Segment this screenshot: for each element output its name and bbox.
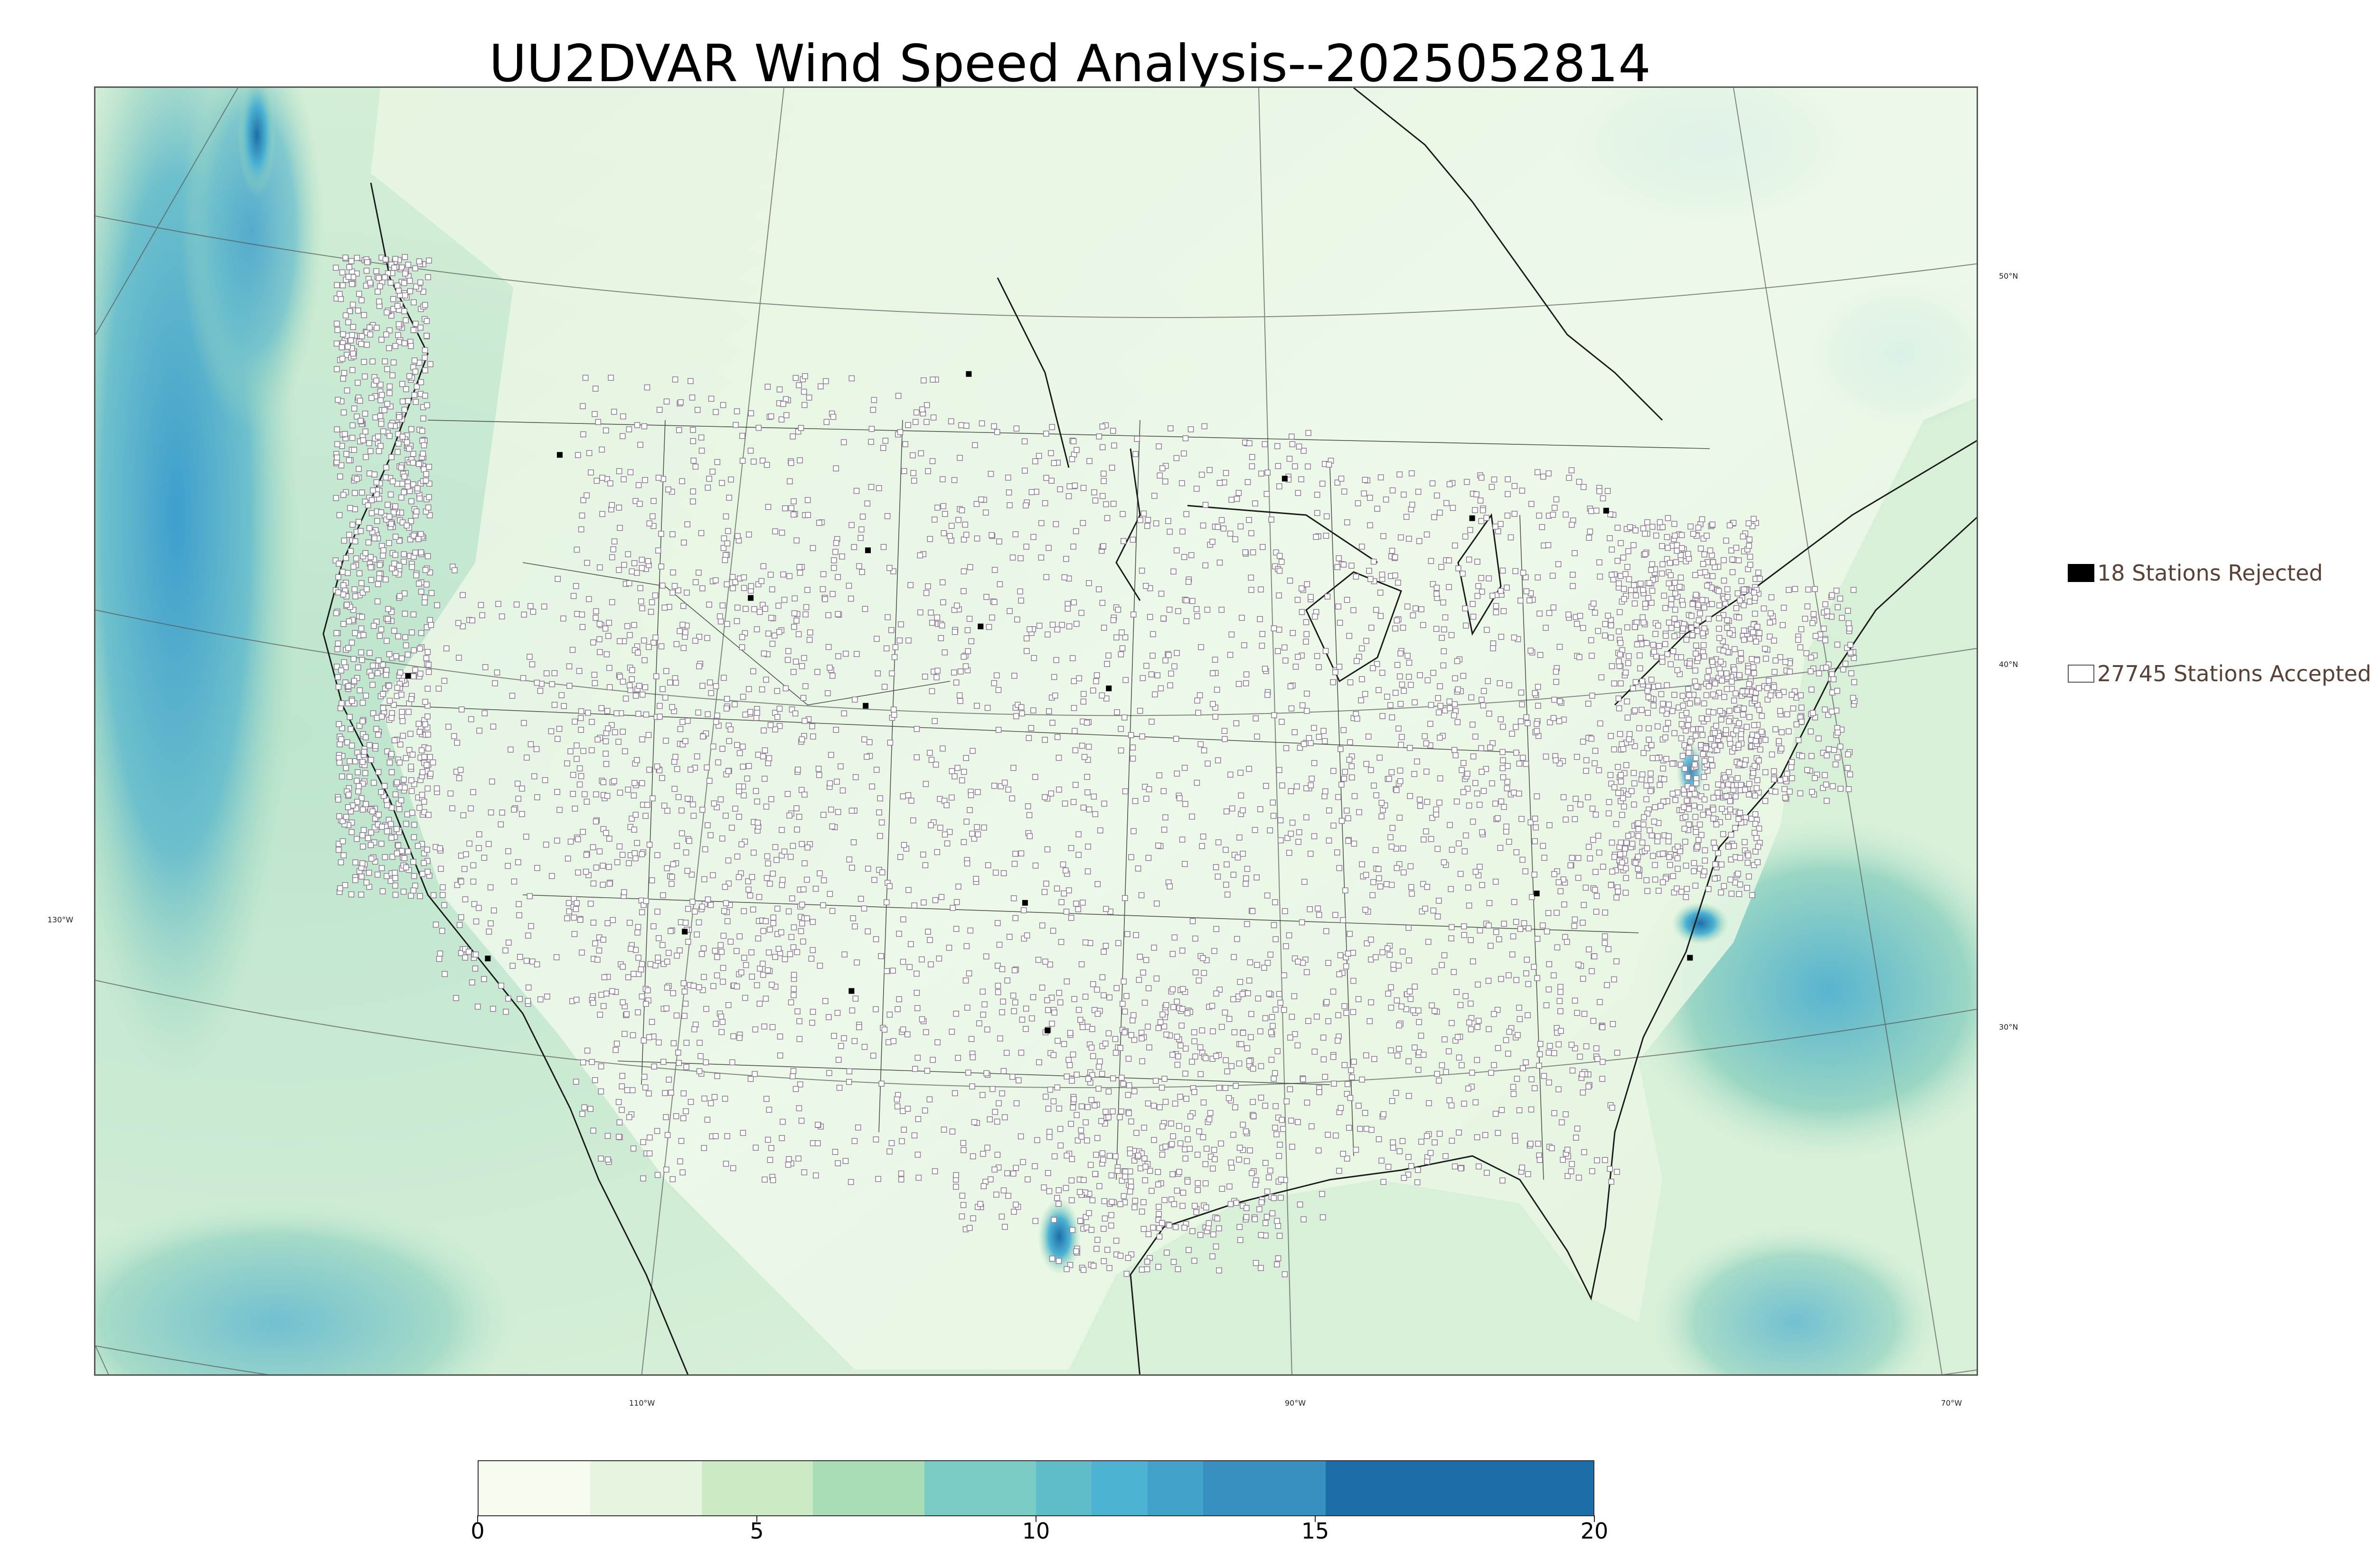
- rejected-station-marker: [1469, 515, 1475, 521]
- rejected-station-marker: [682, 929, 688, 935]
- colorbar-segment: [701, 1461, 813, 1515]
- parallel-label-40n: 40°N: [1999, 660, 2018, 669]
- colorbar-tick-label: 0: [471, 1518, 485, 1544]
- colorbar: [478, 1460, 1594, 1516]
- legend-rejected-label: 18 Stations Rejected: [2097, 560, 2323, 586]
- rejected-station-marker: [485, 956, 491, 961]
- colorbar-segment: [1147, 1461, 1204, 1515]
- meridian-label-90w: 90°W: [1285, 1399, 1306, 1408]
- rejected-station-marker: [978, 623, 984, 629]
- colorbar-tick: [477, 1515, 478, 1522]
- colorbar-segment: [1203, 1461, 1326, 1515]
- rejected-station-marker: [1022, 900, 1028, 906]
- rejected-swatch: [2068, 564, 2094, 582]
- colorbar-tick-label: 10: [1022, 1518, 1050, 1544]
- parallel-label-30n: 30°N: [1999, 1023, 2018, 1032]
- colorbar-tick: [756, 1515, 757, 1522]
- rejected-station-marker: [1106, 685, 1112, 692]
- colorbar-segment: [813, 1461, 925, 1515]
- colorbar-tick-label: 5: [750, 1518, 764, 1544]
- rejected-station-marker: [1534, 891, 1540, 897]
- colorbar-tick-label: 15: [1301, 1518, 1329, 1544]
- map-panel: [94, 86, 1978, 1376]
- rejected-station-marker: [1045, 1027, 1051, 1033]
- colorbar-segment: [590, 1461, 702, 1515]
- rejected-station-marker: [748, 595, 754, 601]
- colorbar-segment: [1326, 1461, 1593, 1515]
- rejected-station-marker: [1687, 955, 1693, 961]
- station-markers: [332, 254, 1858, 1277]
- legend-accepted: 27745 Stations Accepted: [2068, 661, 2371, 686]
- meridian-label-130w: 130°W: [47, 915, 74, 924]
- rejected-station-marker: [865, 547, 871, 554]
- rejected-station-marker: [1603, 507, 1609, 514]
- rejected-station-marker: [556, 452, 563, 458]
- rejected-station-marker: [863, 703, 869, 709]
- colorbar-segment: [479, 1461, 590, 1515]
- parallel-label-50n: 50°N: [1999, 272, 2018, 281]
- legend-rejected: 18 Stations Rejected: [2068, 560, 2323, 586]
- colorbar-segment: [1036, 1461, 1092, 1515]
- rejected-station-marker: [1281, 476, 1288, 482]
- rejected-station-marker: [405, 673, 411, 679]
- legend-accepted-label: 27745 Stations Accepted: [2097, 661, 2372, 686]
- rejected-station-marker: [966, 371, 972, 377]
- meridian-label-110w: 110°W: [629, 1399, 655, 1408]
- colorbar-tick: [1315, 1515, 1316, 1522]
- rejected-station-marker: [848, 988, 855, 994]
- wind-speed-map: [95, 88, 1977, 1374]
- wind-hotspot-carolina: [1672, 902, 1729, 945]
- accepted-swatch: [2068, 665, 2094, 683]
- colorbar-tick-label: 20: [1580, 1518, 1609, 1544]
- page-title: UU2DVAR Wind Speed Analysis--2025052814: [489, 34, 1651, 94]
- colorbar-tick: [1594, 1515, 1595, 1522]
- colorbar-segment: [924, 1461, 1036, 1515]
- wind-hotspot-texas: [1038, 1199, 1081, 1275]
- meridian-label-70w: 70°W: [1941, 1399, 1962, 1408]
- colorbar-segment: [1092, 1461, 1148, 1515]
- wind-hotspot-bc-coast: [238, 88, 276, 197]
